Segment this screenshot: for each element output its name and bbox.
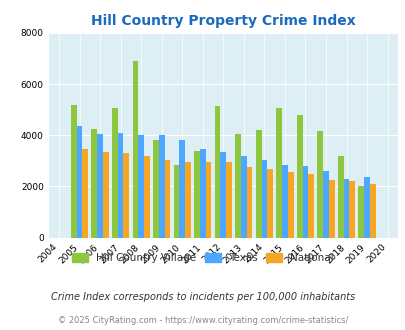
Bar: [337, 156, 343, 238]
Text: © 2025 CityRating.com - https://www.cityrating.com/crime-statistics/: © 2025 CityRating.com - https://www.city…: [58, 315, 347, 325]
Bar: [117, 133, 123, 238]
Bar: [261, 160, 266, 238]
Bar: [363, 178, 369, 238]
Bar: [194, 150, 199, 238]
Bar: [322, 171, 328, 238]
Bar: [255, 130, 261, 238]
Bar: [328, 180, 334, 238]
Bar: [97, 134, 103, 238]
Bar: [185, 162, 190, 238]
Bar: [317, 131, 322, 238]
Bar: [214, 106, 220, 238]
Legend: Hill Country Village, Texas, National: Hill Country Village, Texas, National: [68, 248, 337, 267]
Bar: [302, 166, 307, 238]
Bar: [112, 109, 117, 238]
Bar: [158, 135, 164, 238]
Bar: [77, 126, 82, 238]
Bar: [153, 141, 158, 238]
Bar: [199, 149, 205, 238]
Bar: [173, 165, 179, 238]
Bar: [164, 160, 170, 238]
Bar: [343, 179, 349, 238]
Text: Crime Index corresponds to incidents per 100,000 inhabitants: Crime Index corresponds to incidents per…: [51, 292, 354, 302]
Bar: [266, 169, 272, 238]
Bar: [349, 181, 354, 238]
Bar: [281, 165, 287, 238]
Bar: [144, 156, 149, 238]
Bar: [123, 153, 129, 238]
Bar: [226, 162, 231, 238]
Bar: [241, 156, 246, 238]
Bar: [276, 109, 281, 238]
Bar: [91, 129, 97, 238]
Bar: [358, 186, 363, 238]
Bar: [71, 105, 77, 238]
Title: Hill Country Property Crime Index: Hill Country Property Crime Index: [91, 14, 355, 28]
Bar: [287, 172, 293, 238]
Bar: [369, 184, 375, 238]
Bar: [234, 134, 241, 238]
Bar: [179, 141, 185, 238]
Bar: [246, 167, 252, 238]
Bar: [82, 149, 88, 238]
Bar: [132, 61, 138, 238]
Bar: [103, 152, 109, 238]
Bar: [138, 135, 144, 238]
Bar: [220, 152, 226, 238]
Bar: [205, 162, 211, 238]
Bar: [307, 174, 313, 238]
Bar: [296, 115, 302, 238]
